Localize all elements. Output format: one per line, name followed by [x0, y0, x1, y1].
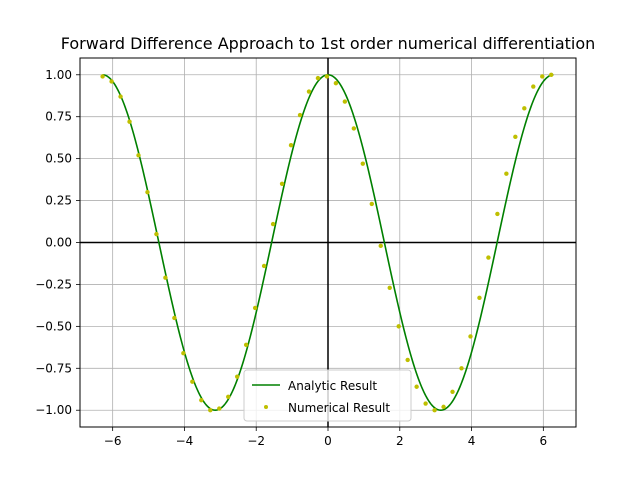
y-tick-label: −0.25: [35, 277, 72, 291]
numerical-result-point: [100, 74, 105, 79]
numerical-result-point: [181, 351, 186, 356]
ticks: [76, 74, 544, 431]
legend-box: [243, 369, 412, 422]
y-tick-label: −1.00: [35, 403, 72, 417]
series-layer: [100, 72, 554, 413]
x-tick-label: −4: [176, 434, 194, 448]
numerical-result-point: [432, 408, 437, 413]
numerical-result-point: [118, 94, 123, 99]
numerical-result-point: [414, 384, 419, 389]
numerical-result-point: [297, 112, 303, 118]
x-tick-label: −6: [104, 434, 122, 448]
numerical-result-point: [252, 305, 258, 311]
numerical-result-point: [163, 275, 168, 280]
numerical-result-point: [226, 394, 231, 400]
legend-label-analytic: Analytic Result: [288, 379, 377, 393]
x-tick-label: 0: [324, 434, 332, 448]
numerical-result-point: [459, 366, 464, 371]
y-tick-label: 0.50: [45, 152, 72, 166]
numerical-result-point: [145, 189, 150, 195]
numerical-result-point: [504, 171, 509, 176]
numerical-result-point: [172, 315, 177, 321]
x-tick-label: 6: [540, 434, 548, 448]
legend-label-numerical: Numerical Result: [288, 401, 390, 415]
chart-title: Forward Difference Approach to 1st order…: [61, 34, 596, 53]
numerical-result-point: [531, 84, 536, 89]
numerical-result-point: [522, 106, 527, 111]
y-tick-label: −0.50: [35, 319, 72, 333]
y-tick-label: 0.25: [45, 194, 72, 208]
numerical-result-point: [360, 161, 366, 166]
numerical-result-point: [270, 221, 276, 227]
numerical-result-point: [288, 143, 294, 148]
numerical-result-point: [540, 74, 545, 79]
numerical-result-point: [342, 99, 348, 104]
legend: Analytic Result Numerical Result: [243, 369, 412, 422]
numerical-result-point: [243, 342, 249, 348]
numerical-result-point: [136, 153, 141, 158]
numerical-result-point: [549, 72, 554, 77]
numerical-result-point: [324, 74, 330, 79]
numerical-result-point: [315, 75, 321, 81]
numerical-result-point: [279, 181, 285, 186]
numerical-result-point: [405, 357, 410, 363]
numerical-result-point: [387, 285, 392, 290]
numerical-result-point: [261, 263, 267, 269]
numerical-result-point: [127, 119, 132, 124]
numerical-result-point: [477, 295, 482, 301]
zero-axes: [80, 58, 576, 427]
numerical-result-point: [217, 406, 222, 411]
numerical-result-point: [109, 79, 114, 84]
tick-labels: −6 −4 −2 0 2 4 6 −1.00 −0.75 −0.50 −0.25 0.00 0.25 0.…: [35, 68, 547, 448]
x-tick-label: 4: [468, 434, 476, 448]
numerical-result-point: [486, 255, 491, 260]
numerical-result-point: [306, 89, 312, 94]
numerical-result-point: [199, 397, 204, 403]
y-tick-label: 1.00: [45, 68, 72, 82]
numerical-result-point: [450, 389, 455, 394]
legend-marker-numerical: [264, 405, 268, 409]
y-tick-label: 0.75: [45, 110, 72, 124]
numerical-result-point: [369, 201, 374, 207]
numerical-result-point: [234, 374, 240, 379]
numerical-result-point: [513, 134, 518, 140]
x-tick-label: −2: [247, 434, 265, 448]
numerical-result-point: [351, 126, 357, 131]
y-tick-label: 0.00: [45, 236, 72, 250]
numerical-result-point: [190, 379, 195, 384]
numerical-result-point: [423, 401, 428, 406]
numerical-result-point: [441, 404, 446, 410]
numerical-result-point: [468, 334, 473, 339]
numerical-result-point: [208, 408, 213, 413]
x-tick-label: 2: [396, 434, 404, 448]
numerical-result-point: [378, 243, 383, 249]
numerical-result-point: [495, 211, 500, 217]
y-tick-label: −0.75: [35, 361, 72, 375]
numerical-result-point: [154, 231, 159, 237]
numerical-result-point: [396, 324, 401, 329]
numerical-result-point: [333, 80, 339, 86]
